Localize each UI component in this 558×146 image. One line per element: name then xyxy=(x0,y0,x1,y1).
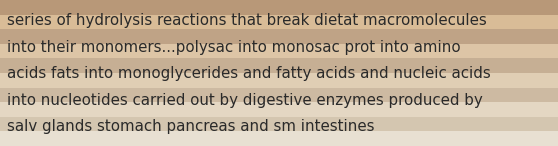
FancyBboxPatch shape xyxy=(0,15,558,29)
FancyBboxPatch shape xyxy=(0,73,558,88)
FancyBboxPatch shape xyxy=(0,102,558,117)
Text: series of hydrolysis reactions that break dietat macromolecules: series of hydrolysis reactions that brea… xyxy=(7,13,487,28)
FancyBboxPatch shape xyxy=(0,44,558,58)
FancyBboxPatch shape xyxy=(0,58,558,73)
FancyBboxPatch shape xyxy=(0,117,558,131)
Text: acids fats into monoglycerides and fatty acids and nucleic acids: acids fats into monoglycerides and fatty… xyxy=(7,66,491,81)
FancyBboxPatch shape xyxy=(0,29,558,44)
FancyBboxPatch shape xyxy=(0,131,558,146)
FancyBboxPatch shape xyxy=(0,0,558,15)
Text: into their monomers...polysac into monosac prot into amino: into their monomers...polysac into monos… xyxy=(7,40,461,55)
Text: into nucleotides carried out by digestive enzymes produced by: into nucleotides carried out by digestiv… xyxy=(7,93,483,108)
FancyBboxPatch shape xyxy=(0,88,558,102)
Text: salv glands stomach pancreas and sm intestines: salv glands stomach pancreas and sm inte… xyxy=(7,119,375,134)
